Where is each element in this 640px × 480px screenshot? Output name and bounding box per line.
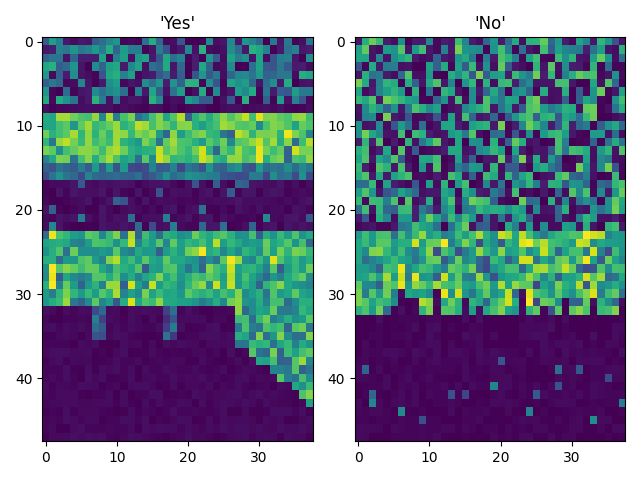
Title: 'Yes': 'Yes' xyxy=(159,15,195,33)
Title: 'No': 'No' xyxy=(474,15,506,33)
